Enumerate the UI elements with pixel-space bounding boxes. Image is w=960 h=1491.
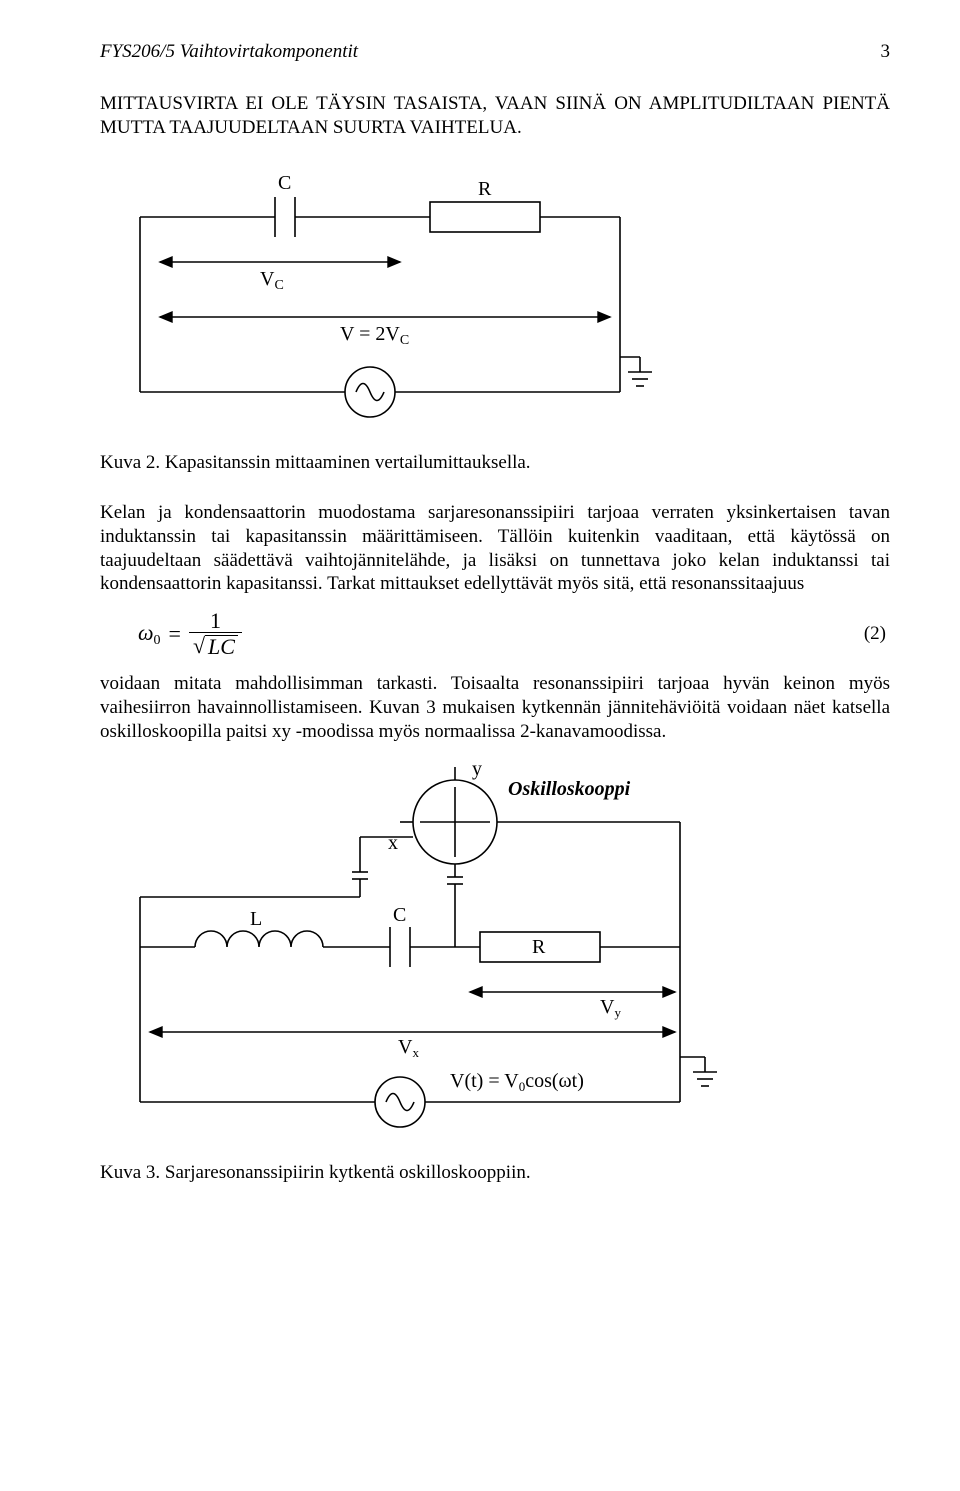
header-course: FYS206/5 Vaihtovirtakomponentit	[100, 40, 358, 64]
eq-equals: =	[169, 620, 181, 648]
figure-3: y x Oskilloskooppi L C R Vy Vx V(t) = V0…	[100, 757, 890, 1147]
fig3-label-y: y	[472, 758, 482, 780]
eq-sqrt-body: LC	[205, 635, 238, 658]
intro-paragraph: MITTAUSVIRTA EI OLE TÄYSIN TASAISTA, VAA…	[100, 92, 890, 140]
fig2-label-Veq: V = 2VC	[340, 323, 409, 348]
eq-numerator: 1	[206, 610, 225, 632]
fig3-label-osc: Oskilloskooppi	[508, 778, 631, 800]
eq-sqrt: √ LC	[193, 635, 238, 658]
fig3-label-x: x	[388, 832, 398, 854]
fig2-label-C: C	[278, 172, 291, 194]
eq-omega: ω	[138, 620, 154, 645]
figure-2: C R VC V = 2VC	[100, 157, 890, 437]
equation-2-number: (2)	[864, 622, 890, 646]
page-header: FYS206/5 Vaihtovirtakomponentit 3	[100, 40, 890, 64]
paragraph-2: voidaan mitata mahdollisimman tarkasti. …	[100, 672, 890, 743]
equation-2: ω0 = 1 √ LC (2)	[100, 610, 890, 658]
equation-2-body: ω0 = 1 √ LC	[100, 610, 242, 658]
fig2-label-R: R	[478, 178, 492, 200]
fig3-label-L: L	[250, 908, 262, 930]
fig3-label-R: R	[532, 936, 546, 958]
figure-2-svg: C R VC V = 2VC	[100, 157, 660, 437]
fig3-label-Vx: Vx	[398, 1036, 419, 1060]
header-page-number: 3	[881, 40, 891, 64]
fig2-label-Vc: VC	[260, 268, 284, 293]
eq-fraction: 1 √ LC	[189, 610, 242, 658]
figure-3-svg: y x Oskilloskooppi L C R Vy Vx V(t) = V0…	[100, 757, 740, 1147]
fig3-label-Vt: V(t) = V0cos(ωt)	[450, 1070, 584, 1094]
fig3-label-Vy: Vy	[600, 996, 621, 1020]
figure-2-caption: Kuva 2. Kapasitanssin mittaaminen vertai…	[100, 451, 890, 475]
paragraph-1: Kelan ja kondensaattorin muodostama sarj…	[100, 501, 890, 596]
eq-sub0: 0	[154, 633, 161, 648]
figure-3-caption: Kuva 3. Sarjaresonanssipiirin kytkentä o…	[100, 1161, 890, 1185]
fig3-label-C: C	[393, 904, 406, 926]
